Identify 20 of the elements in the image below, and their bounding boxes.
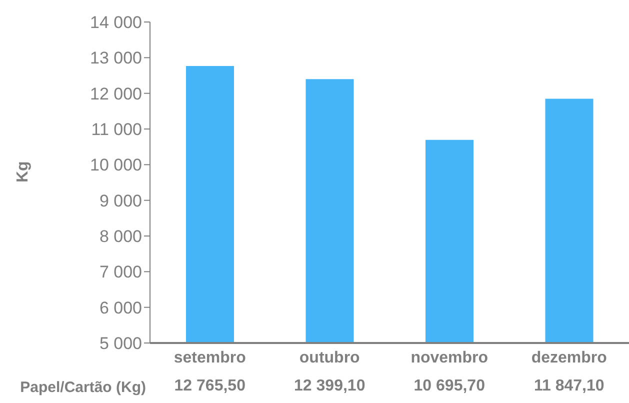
y-tick-label: 13 000 bbox=[90, 48, 142, 68]
y-tick-label: 6 000 bbox=[99, 298, 142, 318]
data-label: 12 399,10 bbox=[294, 377, 366, 394]
x-tick-label: setembro bbox=[174, 349, 246, 366]
data-label: 11 847,10 bbox=[534, 377, 604, 394]
x-tick-label: dezembro bbox=[531, 349, 608, 366]
x-tick-label: outubro bbox=[299, 349, 360, 366]
y-tick-label: 10 000 bbox=[90, 156, 142, 175]
y-tick-label: 12 000 bbox=[90, 84, 142, 104]
y-axis-title: Kg bbox=[14, 161, 32, 182]
y-tick-label: 5 000 bbox=[99, 334, 142, 354]
data-label: 12 765,50 bbox=[174, 377, 246, 394]
x-tick-label: novembro bbox=[410, 349, 488, 366]
y-tick-label: 7 000 bbox=[99, 262, 142, 282]
y-tick-label: 14 000 bbox=[90, 13, 142, 32]
y-tick-label: 9 000 bbox=[99, 191, 142, 210]
text: Papel/Cartão (Kg) bbox=[19, 379, 146, 396]
y-tick-label: 8 000 bbox=[99, 227, 142, 246]
data-label: 10 695,70 bbox=[414, 377, 486, 394]
y-tick-label: 11 000 bbox=[91, 120, 142, 140]
